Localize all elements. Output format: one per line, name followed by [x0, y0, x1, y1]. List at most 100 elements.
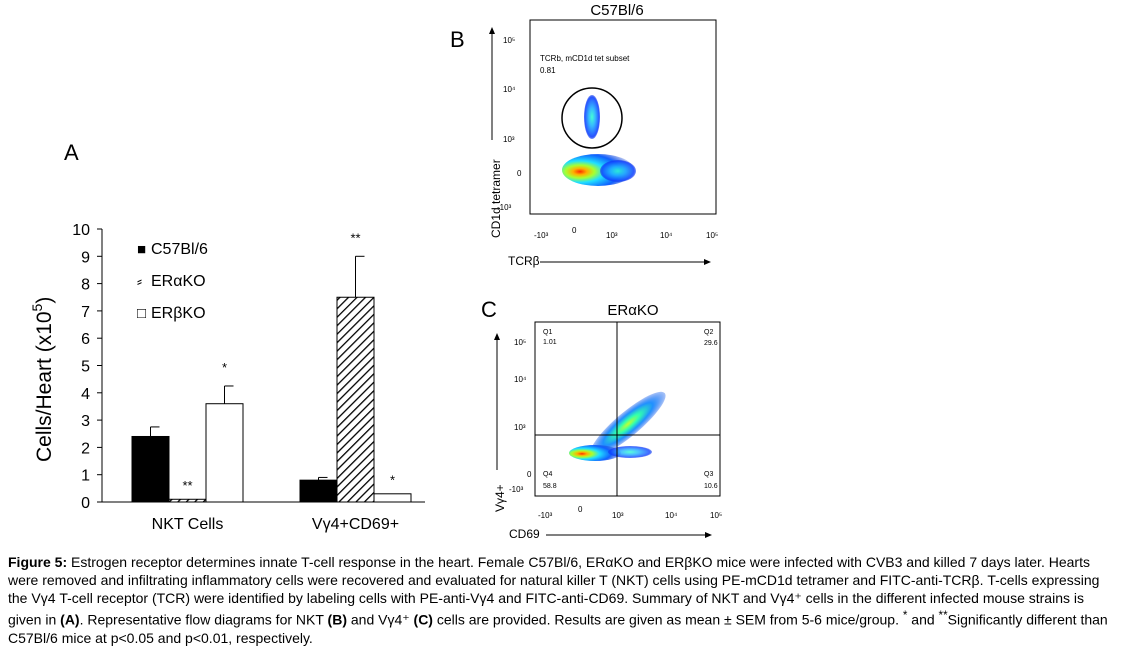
- flow-b-plot: TCRb, mCD1d tet subset 0.81: [540, 54, 636, 186]
- flow-b-xlabel: TCRβ: [508, 254, 540, 268]
- flow-b-xtick: 10³: [606, 231, 618, 240]
- y-axis-label: Cells/Heart (x105): [29, 297, 56, 462]
- legend-label: C57Bl/6: [151, 241, 208, 258]
- y-tick-label: 3: [81, 413, 90, 430]
- caption-ref-b: (B): [327, 611, 347, 628]
- flow-b-y-arrowhead: [489, 27, 495, 34]
- flow-c-xtick: 0: [578, 505, 583, 514]
- flow-b-ytick: 10³: [503, 135, 515, 144]
- caption-symbol: **: [938, 609, 948, 622]
- flow-b-x-arrowhead: [704, 259, 711, 265]
- flow-b-ylabel: CD1d tetramer: [489, 159, 503, 238]
- panel-label-c: C: [481, 297, 497, 322]
- x-category-label: Vγ4+CD69+: [312, 516, 399, 533]
- flow-c-xtick: 10⁵: [710, 511, 722, 520]
- flow-c-q3-name: Q3: [704, 471, 713, 478]
- legend-label: ERαKO: [151, 273, 206, 290]
- flow-b-xtick: 0: [572, 226, 577, 235]
- flow-c-ylabel: Vγ4+: [493, 484, 507, 512]
- flow-c-lower-right-population: [608, 446, 652, 458]
- bar-0-1: [168, 498, 207, 503]
- flow-b-gate-circle: [561, 87, 623, 149]
- flow-b-gate-population: [584, 95, 600, 139]
- flow-b-xtick: 10⁵: [706, 231, 718, 240]
- flow-c-plot: Q1 1.01 Q2 29.6 Q3 10.6 Q4 58.8: [535, 322, 720, 496]
- flow-c-ytick: 10⁵: [514, 338, 526, 347]
- y-tick-label: 2: [81, 440, 90, 457]
- flow-c-y-ticks: 10⁵ 10⁴ 10³ 0 -10³: [509, 338, 532, 494]
- significance-mark: *: [222, 360, 227, 375]
- flow-c-ytick: 0: [527, 470, 532, 479]
- y-tick-label: 10: [72, 222, 90, 239]
- flow-c-q3-value: 10.6: [704, 483, 718, 490]
- flow-c-ytick: 10³: [514, 423, 526, 432]
- bar-1-1: [336, 296, 375, 503]
- caption-text: and Vγ4⁺: [346, 611, 414, 628]
- significance-mark: *: [390, 472, 395, 487]
- y-tick-label: 4: [81, 386, 90, 403]
- flow-c-title: ERαKO: [607, 302, 658, 319]
- flow-b-y-ticks: 10⁵ 10⁴ 10³ 0 -10³: [497, 36, 522, 212]
- flow-b-xtick: 10⁴: [660, 231, 673, 240]
- flow-c-q2-name: Q2: [704, 329, 713, 336]
- y-tick-label: 5: [81, 359, 90, 376]
- bar-0-0: [131, 435, 170, 503]
- flow-b-ytick: -10³: [497, 203, 512, 212]
- flow-b-title: C57Bl/6: [590, 2, 643, 19]
- legend-label: ERβKO: [151, 305, 206, 322]
- y-tick-label: 7: [81, 304, 90, 321]
- flow-c-xtick: -10³: [538, 511, 553, 520]
- legend-symbol: ■: [137, 241, 146, 258]
- caption-ref-a: (A): [60, 611, 80, 628]
- caption-text: cells are provided. Results are given as…: [432, 611, 903, 628]
- y-tick-label: 8: [81, 277, 90, 294]
- bar-1-2: [373, 493, 412, 503]
- flow-c-q4-name: Q4: [543, 471, 552, 478]
- flow-c-x-arrowhead: [705, 532, 712, 538]
- flow-c-ytick: -10³: [509, 485, 524, 494]
- caption-text: and: [907, 611, 939, 628]
- flow-c-xtick: 10⁴: [665, 511, 678, 520]
- flow-c-y-arrowhead: [494, 333, 500, 340]
- caption-text: Significantly different than C57Bl/6 mic…: [8, 611, 1108, 646]
- panel-label-a: A: [64, 140, 79, 165]
- flow-b-ytick: 10⁵: [503, 36, 515, 45]
- flow-c-q1-name: Q1: [543, 329, 552, 336]
- y-tick-label: 9: [81, 249, 90, 266]
- bar-0-2: [205, 403, 244, 503]
- significance-mark: **: [182, 478, 192, 493]
- caption-text: Estrogen receptor determines innate T-ce…: [8, 554, 1100, 628]
- flow-b-x-ticks: -10³ 0 10³ 10⁴ 10⁵: [534, 226, 718, 240]
- flow-c-ytick: 10⁴: [514, 375, 527, 384]
- flow-c-diagonal-population: [590, 391, 666, 457]
- y-tick-label: 0: [81, 495, 90, 512]
- flow-c-q4-value: 58.8: [543, 483, 557, 490]
- x-category-label: NKT Cells: [152, 516, 224, 533]
- caption-ref-c: (C): [413, 611, 433, 628]
- caption-text: . Representative flow diagrams for NKT: [79, 611, 328, 628]
- flow-c-q2-value: 29.6: [704, 340, 718, 347]
- caption-symbol: *: [902, 609, 908, 622]
- legend-symbol: ⸗: [137, 273, 142, 290]
- legend-symbol: □: [137, 305, 146, 322]
- flow-b-right-population: [600, 160, 636, 182]
- y-tick-label: 6: [81, 331, 90, 348]
- caption-lead: Figure 5:: [8, 554, 68, 570]
- figure-caption: Figure 5: Estrogen receptor determines i…: [8, 553, 1116, 647]
- flow-b-xtick: -10³: [534, 231, 549, 240]
- flow-c-xlabel: CD69: [509, 527, 540, 541]
- y-tick-label: 1: [81, 468, 90, 485]
- flow-b-gate-label: TCRb, mCD1d tet subset: [540, 54, 630, 63]
- flow-c-x-ticks: -10³ 0 10³ 10⁴ 10⁵: [538, 505, 722, 520]
- significance-mark: **: [350, 230, 360, 245]
- flow-b-gate-value: 0.81: [540, 66, 556, 75]
- flow-c-xtick: 10³: [612, 511, 624, 520]
- flow-b-plot-frame: [529, 19, 717, 215]
- flow-c-main-population: [569, 445, 621, 461]
- bar-1-0: [299, 479, 338, 503]
- flow-c-plot-frame: [534, 321, 721, 497]
- flow-c-q1-value: 1.01: [543, 339, 557, 346]
- flow-b-ytick: 0: [517, 169, 522, 178]
